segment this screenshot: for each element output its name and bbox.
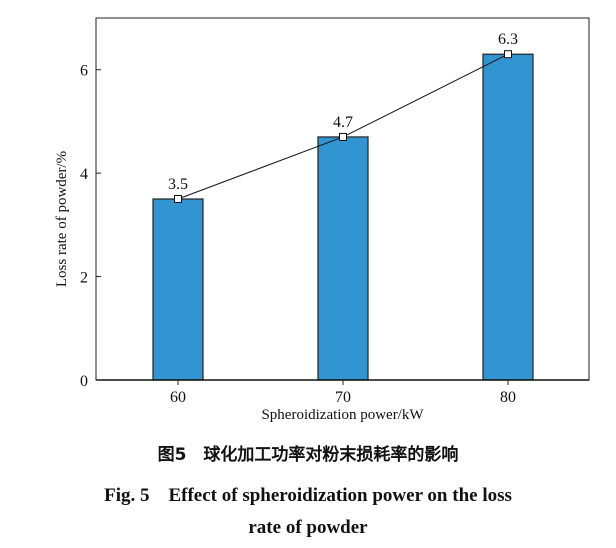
y-tick-label: 0	[80, 373, 88, 390]
figure-caption-english-line2: rate of powder	[248, 517, 368, 538]
y-tick-label: 6	[80, 63, 88, 80]
x-tick-label: 60	[170, 389, 186, 406]
line-marker	[174, 195, 182, 203]
line-marker	[504, 50, 512, 59]
data-label: 3.5	[168, 176, 188, 193]
data-label: 6.3	[498, 31, 518, 48]
x-axis-label: Spheroidization power/kW	[261, 407, 424, 423]
x-tick-label: 70	[335, 389, 351, 406]
bar-70	[317, 136, 369, 381]
figure-caption-english-line1: Fig. 5 Effect of spheroidization power o…	[104, 485, 512, 506]
figure-caption-chinese: 图5 球化加工功率对粉末损耗率的影响	[157, 445, 459, 465]
data-label: 4.7	[333, 114, 353, 131]
y-axis-label: Loss rate of powder/%	[54, 151, 70, 287]
x-tick-label: 80	[500, 389, 516, 406]
bar-60	[152, 198, 204, 381]
bar-chart: 0 2 4 6 60 70 80 3.5 4.7 6.3 Spheroidization power…	[54, 17, 590, 423]
y-tick-label: 2	[80, 270, 88, 287]
y-tick-label: 4	[80, 166, 88, 183]
bar-80	[482, 53, 534, 381]
line-marker	[339, 132, 347, 141]
